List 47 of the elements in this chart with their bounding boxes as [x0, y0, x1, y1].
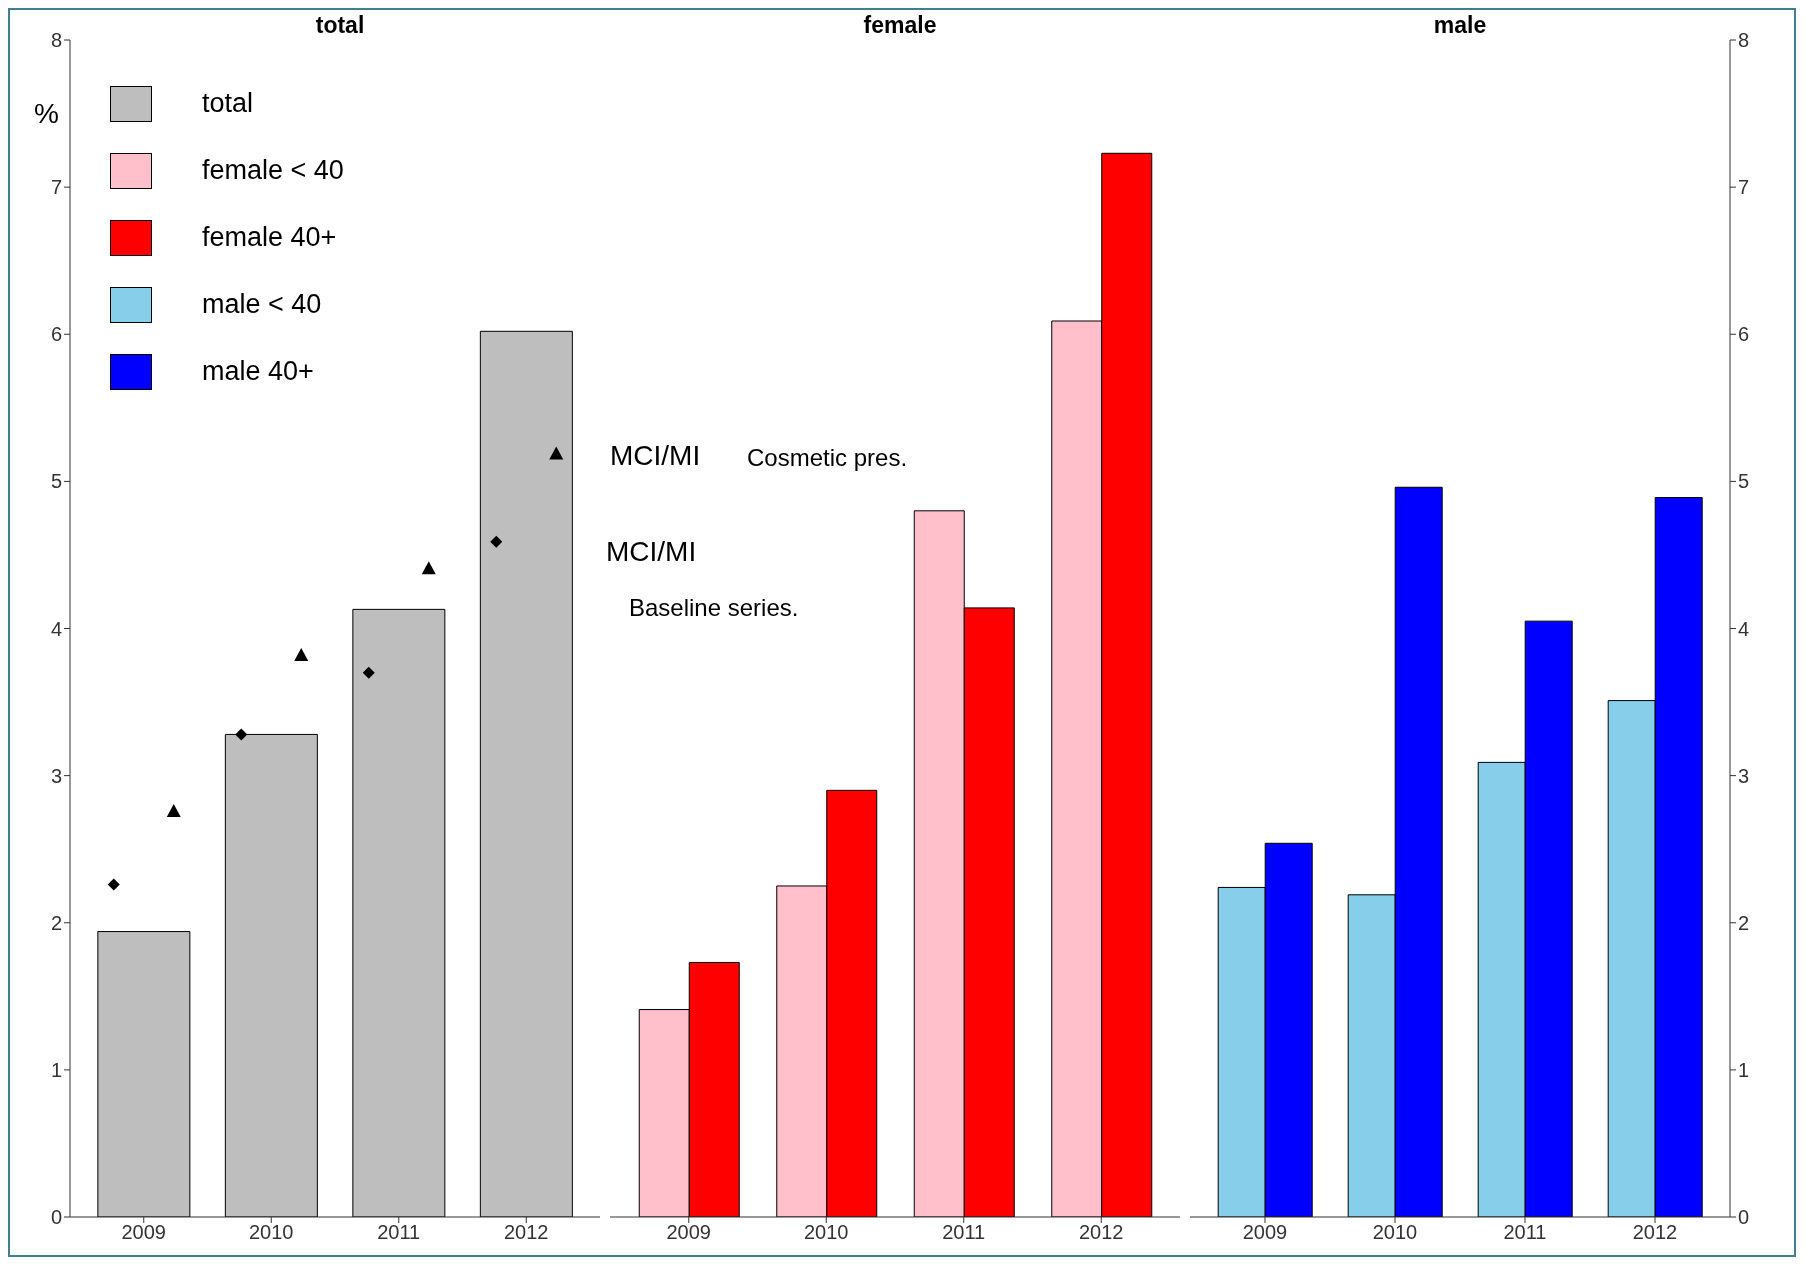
- y-tick-label: 3: [50, 764, 62, 787]
- y-tick-label: 4: [1738, 617, 1750, 640]
- y-tick-label: 7: [50, 176, 62, 199]
- x-tick-label: 2011: [377, 1221, 421, 1244]
- chart-title: total: [314, 12, 366, 39]
- legend-label: female 40+: [202, 222, 337, 253]
- bar: [224, 733, 318, 1217]
- x-tick-label: 2012: [1632, 1221, 1678, 1244]
- y-tick-label: 6: [1738, 323, 1750, 346]
- bar: [479, 330, 573, 1217]
- legend-label: male < 40: [202, 289, 322, 320]
- annotation: Cosmetic pres.: [747, 444, 908, 472]
- y-tick-label: 6: [50, 323, 62, 346]
- x-tick-label: 2010: [804, 1221, 849, 1244]
- legend-label: total: [202, 88, 254, 119]
- y-tick-label: 8: [50, 29, 62, 52]
- y-tick-label: 1: [50, 1058, 62, 1081]
- x-tick-label: 2009: [1242, 1221, 1288, 1244]
- y-tick-label: 1: [1738, 1058, 1750, 1081]
- y-tick-label: 5: [50, 470, 62, 493]
- x-tick-label: 2011: [942, 1221, 986, 1244]
- annotation: MCI/MI: [606, 536, 697, 568]
- x-tick-label: 2010: [1372, 1221, 1418, 1244]
- annotation: Baseline series.: [629, 594, 799, 622]
- y-axis-title: %: [34, 98, 59, 130]
- y-tick-label: 2: [1738, 911, 1750, 934]
- chart-title: male: [1432, 12, 1488, 39]
- x-tick-label: 2012: [1079, 1221, 1124, 1244]
- legend-label: male 40+: [202, 356, 314, 387]
- x-tick-label: 2009: [121, 1221, 166, 1244]
- y-tick-label: 5: [1738, 470, 1750, 493]
- y-tick-label: 0: [1738, 1206, 1750, 1229]
- y-tick-label: 2: [50, 911, 62, 934]
- y-tick-label: 4: [50, 617, 62, 640]
- x-tick-label: 2010: [249, 1221, 294, 1244]
- x-tick-label: 2012: [504, 1221, 549, 1244]
- y-tick-label: 8: [1738, 29, 1750, 52]
- x-tick-label: 2009: [666, 1221, 711, 1244]
- annotation: MCI/MI: [610, 440, 701, 472]
- y-tick-label: 3: [1738, 764, 1750, 787]
- x-tick-label: 2011: [1503, 1221, 1547, 1244]
- bar: [352, 608, 446, 1217]
- bar: [97, 931, 191, 1217]
- y-tick-label: 7: [1738, 176, 1750, 199]
- y-tick-label: 0: [50, 1206, 62, 1229]
- chart-title: female: [862, 12, 938, 39]
- legend-label: female < 40: [202, 155, 344, 186]
